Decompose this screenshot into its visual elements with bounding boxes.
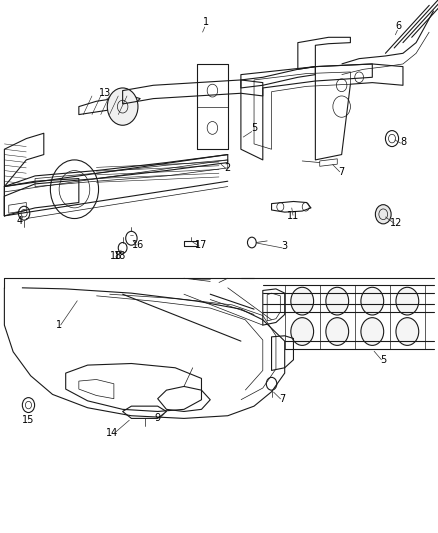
Circle shape [326, 287, 349, 315]
Text: 18: 18 [114, 251, 127, 261]
Text: 1: 1 [56, 320, 62, 330]
Circle shape [361, 318, 384, 345]
Circle shape [396, 287, 419, 315]
Text: 5: 5 [251, 123, 257, 133]
Text: 1: 1 [203, 18, 209, 27]
Text: 4: 4 [17, 216, 23, 226]
Text: 9: 9 [155, 414, 161, 423]
Text: 7: 7 [339, 167, 345, 176]
Circle shape [396, 318, 419, 345]
Text: 16: 16 [132, 240, 144, 250]
Circle shape [326, 318, 349, 345]
Text: 13: 13 [99, 88, 111, 98]
Text: 14: 14 [106, 429, 118, 438]
Text: 7: 7 [279, 394, 286, 403]
Circle shape [375, 205, 391, 224]
Text: 3: 3 [282, 241, 288, 251]
Text: 2: 2 [225, 163, 231, 173]
Circle shape [107, 88, 138, 125]
Text: 8: 8 [400, 138, 406, 147]
Text: 15: 15 [22, 415, 35, 425]
Text: 5: 5 [380, 355, 386, 365]
Circle shape [291, 287, 314, 315]
Text: 11: 11 [287, 211, 300, 221]
Text: 18: 18 [110, 251, 122, 261]
Text: 17: 17 [195, 240, 208, 250]
Text: 6: 6 [396, 21, 402, 30]
Text: 12: 12 [390, 218, 403, 228]
Circle shape [291, 318, 314, 345]
Circle shape [361, 287, 384, 315]
